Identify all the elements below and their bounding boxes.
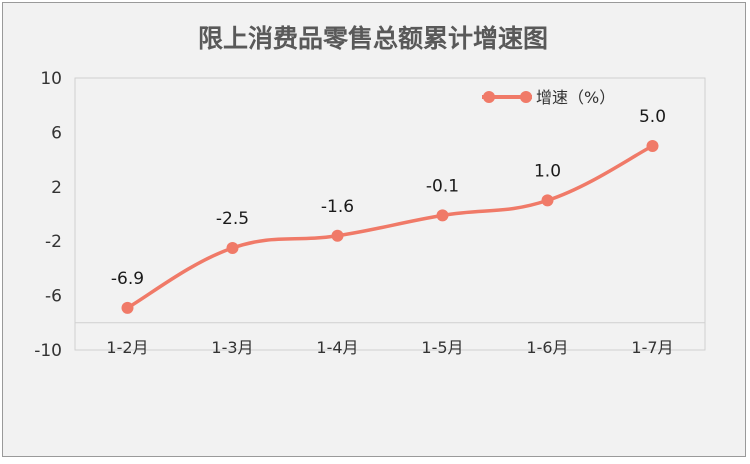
data-label: 1.0 [534,161,561,181]
data-point [121,301,134,314]
y-tick-label: -2 [45,232,62,252]
data-label: -2.5 [216,209,249,229]
data-label: -6.9 [111,269,144,289]
series-layer: -6.9 -2.5 -1.6 -0.1 1.0 5.0 [111,107,666,314]
x-tick-label: 1-4月 [316,338,358,357]
y-tick-label: 6 [51,123,62,143]
chart-title: 限上消费品零售总额累计增速图 [198,24,548,53]
legend-label: 增速（%） [536,88,615,107]
data-label: -1.6 [321,197,354,217]
series-line [125,144,655,310]
y-tick-label: 10 [40,69,62,89]
legend-marker [483,91,495,103]
x-tick-label: 1-5月 [421,338,463,357]
data-label: 5.0 [639,107,666,127]
data-point [331,229,344,242]
data-point [541,194,554,207]
x-tick-label: 1-7月 [631,338,673,357]
legend-marker [520,91,532,103]
y-axis: 10 6 2 -2 -6 -10 [34,69,62,361]
legend: 增速（%） [482,88,615,107]
x-tick-label: 1-6月 [526,338,568,357]
x-axis: 1-2月 1-3月 1-4月 1-5月 1-6月 1-7月 [106,338,673,357]
data-label: -0.1 [426,176,459,196]
y-tick-label: 2 [51,178,62,198]
x-tick-label: 1-3月 [211,338,253,357]
plot-area [74,77,706,351]
data-point [646,140,659,152]
data-point [226,242,239,254]
y-tick-label: -10 [34,341,62,361]
data-point [436,209,449,222]
x-tick-label: 1-2月 [106,338,148,357]
y-tick-label: -6 [45,287,62,307]
